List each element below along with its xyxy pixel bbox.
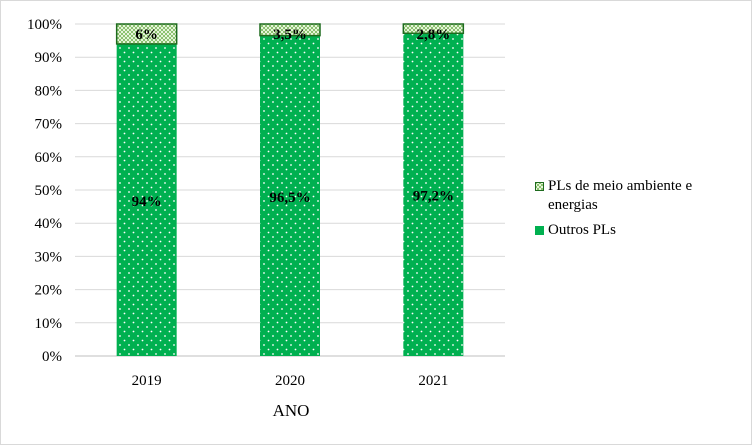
bar-others-2020 — [260, 35, 320, 357]
x-tick-label: 2021 — [418, 373, 448, 389]
data-label-environment-2019: 6% — [135, 27, 158, 43]
bar-others-2021 — [403, 33, 464, 357]
legend-item-environment: PLs de meio ambiente e energias — [535, 177, 745, 215]
data-label-others-2021: 97,2% — [413, 189, 454, 205]
y-tick-label: 90% — [35, 50, 63, 66]
data-label-others-2019: 94% — [132, 194, 162, 210]
y-tick-label: 40% — [35, 216, 63, 232]
legend-swatch-others — [535, 226, 544, 235]
bar-others-2019 — [116, 43, 177, 357]
x-axis-title: ANO — [273, 401, 310, 420]
y-tick-label: 60% — [35, 150, 63, 166]
y-tick-label: 50% — [35, 183, 63, 199]
y-tick-label: 10% — [35, 316, 63, 332]
y-tick-label: 100% — [27, 17, 62, 33]
y-tick-label: 20% — [35, 283, 63, 299]
bar-environment-2019 — [115, 23, 178, 45]
legend-item-others: Outros PLs — [535, 221, 745, 240]
y-tick-label: 30% — [35, 249, 63, 265]
data-label-environment-2020: 3,5% — [273, 27, 307, 43]
bar-environment-2020 — [259, 23, 321, 37]
y-tick-label: 80% — [35, 83, 63, 99]
y-tick-label: 0% — [42, 349, 62, 365]
x-tick-label: 2019 — [132, 373, 162, 389]
bars: 94% 6% 96,5% 3,5% 97,2% 2,8% — [115, 23, 465, 357]
x-axis-ticks: 2019 2020 2021 — [132, 373, 449, 389]
bar-environment-2021 — [402, 23, 465, 35]
y-axis-ticks: 0% 10% 20% 30% 40% 50% 60% 70% 80% 90% 100% — [27, 17, 62, 365]
legend-swatch-environment — [535, 182, 544, 191]
x-tick-label: 2020 — [275, 373, 305, 389]
legend-label-others: Outros PLs — [548, 222, 616, 238]
data-label-environment-2021: 2,8% — [416, 27, 450, 43]
y-tick-label: 70% — [35, 117, 63, 133]
data-label-others-2020: 96,5% — [269, 190, 310, 206]
legend-label-environment: PLs de meio ambiente e energias — [548, 178, 693, 213]
legend: PLs de meio ambiente e energias Outros P… — [535, 177, 745, 246]
